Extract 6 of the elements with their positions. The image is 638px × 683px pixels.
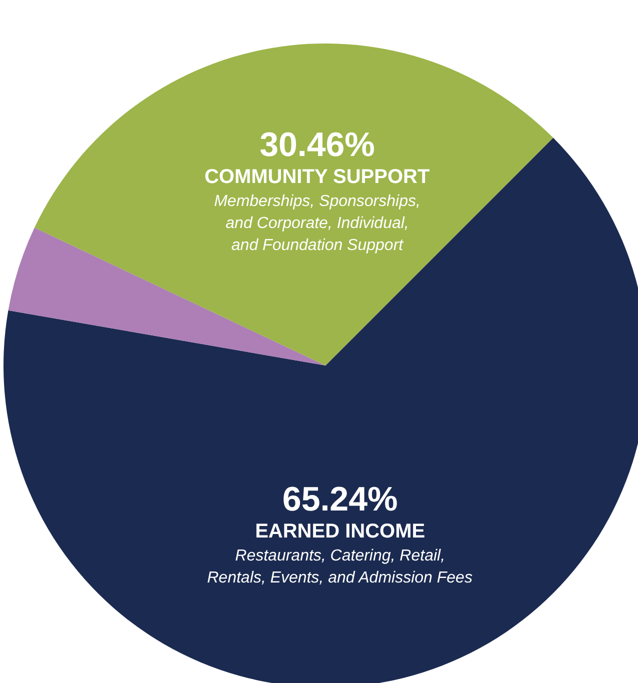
slice-label: COMMUNITY SUPPORT xyxy=(204,166,430,188)
data-label: 30.46% xyxy=(260,126,375,164)
slice-label: EARNED INCOME xyxy=(255,520,426,542)
text: Restaurants, Catering, Retail, Rentals, Events, and Admission Fees xyxy=(207,547,472,586)
data-label: 65.24% xyxy=(282,480,398,518)
text: Memberships, Sponsorships, and Corporate, Individual, and Foundation Support xyxy=(214,193,420,254)
